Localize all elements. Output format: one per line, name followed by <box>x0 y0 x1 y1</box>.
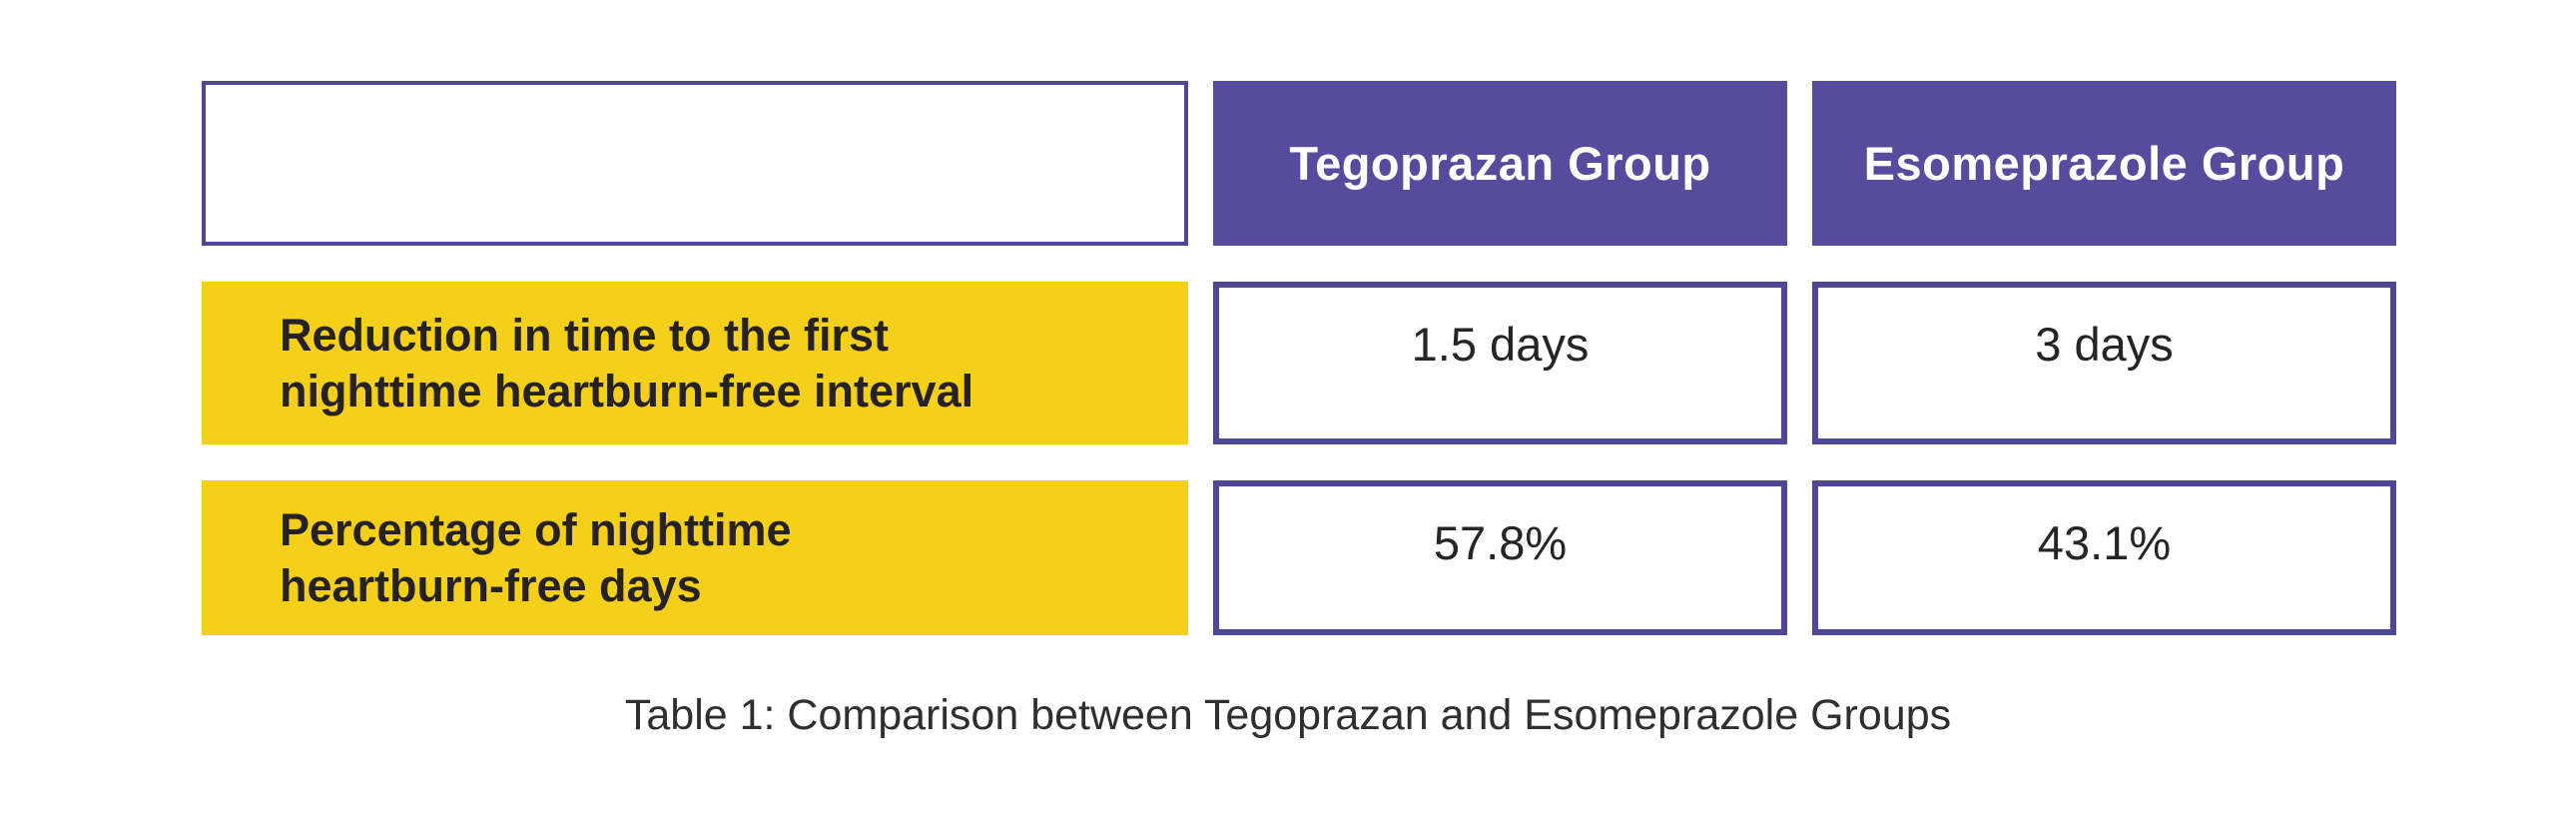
row-label-reduction-cell: Reduction in time to the first nighttime… <box>202 282 1188 444</box>
row-label-line: nighttime heartburn-free interval <box>280 365 974 416</box>
row-label-line: heartburn-free days <box>280 559 702 611</box>
value-cell-percentage-esomeprazole: 43.1% <box>1812 480 2396 635</box>
empty-header-cell <box>202 81 1188 246</box>
value-cell-reduction-tegoprazan: 1.5 days <box>1213 282 1787 444</box>
row-label-line: Percentage of nighttime <box>280 503 792 555</box>
row-label-line: Reduction in time to the first <box>280 309 890 361</box>
tegoprazan-group-header-cell: Tegoprazan Group <box>1213 81 1787 246</box>
table-caption: Table 1: Comparison between Tegoprazan a… <box>624 691 1952 739</box>
comparison-table: Tegoprazan Group Esomeprazole Group Redu… <box>202 81 2396 635</box>
value-cell-reduction-esomeprazole: 3 days <box>1812 282 2396 444</box>
row-label-percentage-cell: Percentage of nighttime heartburn-free d… <box>202 480 1188 635</box>
esomeprazole-group-header-cell: Esomeprazole Group <box>1812 81 2396 246</box>
value-cell-percentage-tegoprazan: 57.8% <box>1213 480 1787 635</box>
